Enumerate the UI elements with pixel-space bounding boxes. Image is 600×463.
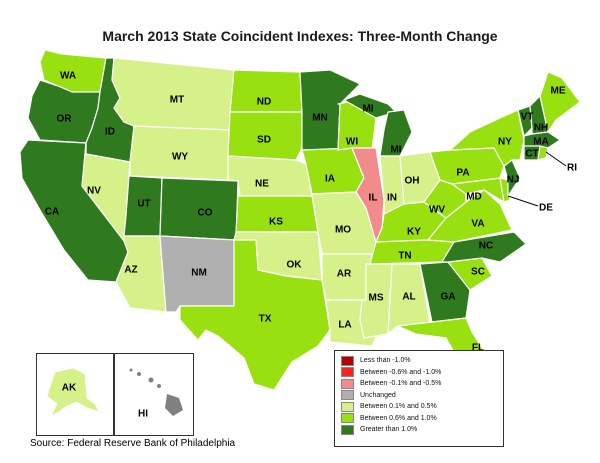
legend-swatch xyxy=(341,367,354,378)
source-note: Source: Federal Reserve Bank of Philadel… xyxy=(30,438,236,449)
label-MI2: MI xyxy=(390,145,401,156)
label-AK: AK xyxy=(62,383,77,394)
hawaii-island-1 xyxy=(129,368,133,372)
legend-item: Less than -1.0% xyxy=(341,355,497,367)
label-WY: WY xyxy=(172,152,188,163)
legend-label: Unchanged xyxy=(360,391,396,399)
label-SC: SC xyxy=(471,267,485,278)
legend-swatch xyxy=(341,413,354,424)
legend-item: Between -0.1% and -0.5% xyxy=(341,378,497,390)
label-NE: NE xyxy=(255,179,269,190)
legend-label: Between 0.6% and 1.0% xyxy=(360,414,437,422)
legend: Less than -1.0% Between -0.6% and -1.0% Be… xyxy=(334,350,504,447)
label-NH: NH xyxy=(534,123,548,134)
hawaii-island-2 xyxy=(137,372,141,376)
legend-swatch xyxy=(341,401,354,412)
label-NV: NV xyxy=(87,186,101,197)
label-AL: AL xyxy=(402,292,415,303)
state-TN xyxy=(369,239,455,265)
hawaii-inset: HI xyxy=(114,353,194,436)
state-HI xyxy=(165,394,183,416)
alaska-inset: AK xyxy=(36,353,114,436)
legend-label: Between -0.1% and -0.5% xyxy=(360,380,442,388)
label-TX: TX xyxy=(259,314,272,325)
label-CA: CA xyxy=(45,207,59,218)
label-MD: MD xyxy=(466,192,482,203)
label-RI: RI xyxy=(567,163,577,174)
label-AZ: AZ xyxy=(124,265,137,276)
label-NY: NY xyxy=(498,137,512,148)
legend-swatch xyxy=(341,424,354,435)
label-UT: UT xyxy=(137,199,150,210)
legend-item: Between 0.6% and 1.0% xyxy=(341,413,497,425)
label-MS: MS xyxy=(369,293,384,304)
label-ND: ND xyxy=(257,97,271,108)
label-CT: CT xyxy=(525,149,538,160)
label-OR: OR xyxy=(57,114,73,125)
label-VA: VA xyxy=(471,219,484,230)
leader-RI xyxy=(545,151,567,167)
label-AR: AR xyxy=(337,269,352,280)
label-MN: MN xyxy=(312,113,328,124)
label-MO: MO xyxy=(335,225,351,236)
label-WI: WI xyxy=(346,137,358,148)
legend-label: Greater than 1.0% xyxy=(360,426,418,434)
label-IL: IL xyxy=(369,193,378,204)
label-MA: MA xyxy=(533,137,549,148)
state-AK xyxy=(46,367,100,417)
label-PA: PA xyxy=(456,168,469,179)
legend-label: Between 0.1% and 0.5% xyxy=(360,403,437,411)
state-SD xyxy=(227,111,303,161)
label-KS: KS xyxy=(269,217,283,228)
state-TX xyxy=(179,239,331,391)
legend-item: Between -0.6% and -1.0% xyxy=(341,367,497,379)
label-KY: KY xyxy=(407,227,421,238)
legend-swatch xyxy=(341,378,354,389)
legend-item: Unchanged xyxy=(341,390,497,402)
legend-swatch xyxy=(341,390,354,401)
state-VA xyxy=(427,189,513,243)
label-SD: SD xyxy=(257,135,271,146)
label-WA: WA xyxy=(60,71,76,82)
label-NC: NC xyxy=(479,241,493,252)
state-MI xyxy=(343,93,397,119)
leader-DE xyxy=(507,195,539,207)
state-NY xyxy=(449,109,525,167)
label-LA: LA xyxy=(338,320,351,331)
label-CO: CO xyxy=(198,208,213,219)
label-FL: FL xyxy=(472,343,484,354)
label-NM: NM xyxy=(191,268,207,279)
label-MI: MI xyxy=(362,104,373,115)
label-ME: ME xyxy=(551,86,566,97)
label-OH: OH xyxy=(405,176,420,187)
label-WV: WV xyxy=(429,205,445,216)
state-NE xyxy=(227,155,313,197)
label-NJ: NJ xyxy=(507,175,520,186)
legend-label: Less than -1.0% xyxy=(360,357,411,365)
label-OK: OK xyxy=(287,260,303,271)
label-GA: GA xyxy=(441,292,456,303)
label-IA: IA xyxy=(325,174,335,185)
state-RI xyxy=(537,145,549,161)
label-MT: MT xyxy=(170,95,184,106)
legend-item: Between 0.1% and 0.5% xyxy=(341,401,497,413)
map-title: March 2013 State Coincident Indexes: Thr… xyxy=(102,28,498,44)
label-DE: DE xyxy=(539,203,553,214)
label-ID: ID xyxy=(105,127,115,138)
hawaii-island-4 xyxy=(157,384,161,388)
label-HI: HI xyxy=(138,409,148,420)
legend-label: Between -0.6% and -1.0% xyxy=(360,368,442,376)
state-WY xyxy=(129,125,231,181)
hawaii-island-3 xyxy=(148,377,154,383)
legend-swatch xyxy=(341,355,354,366)
label-TN: TN xyxy=(398,251,411,262)
label-VT: VT xyxy=(521,112,534,123)
legend-item: Greater than 1.0% xyxy=(341,424,497,436)
label-IN: IN xyxy=(387,193,397,204)
